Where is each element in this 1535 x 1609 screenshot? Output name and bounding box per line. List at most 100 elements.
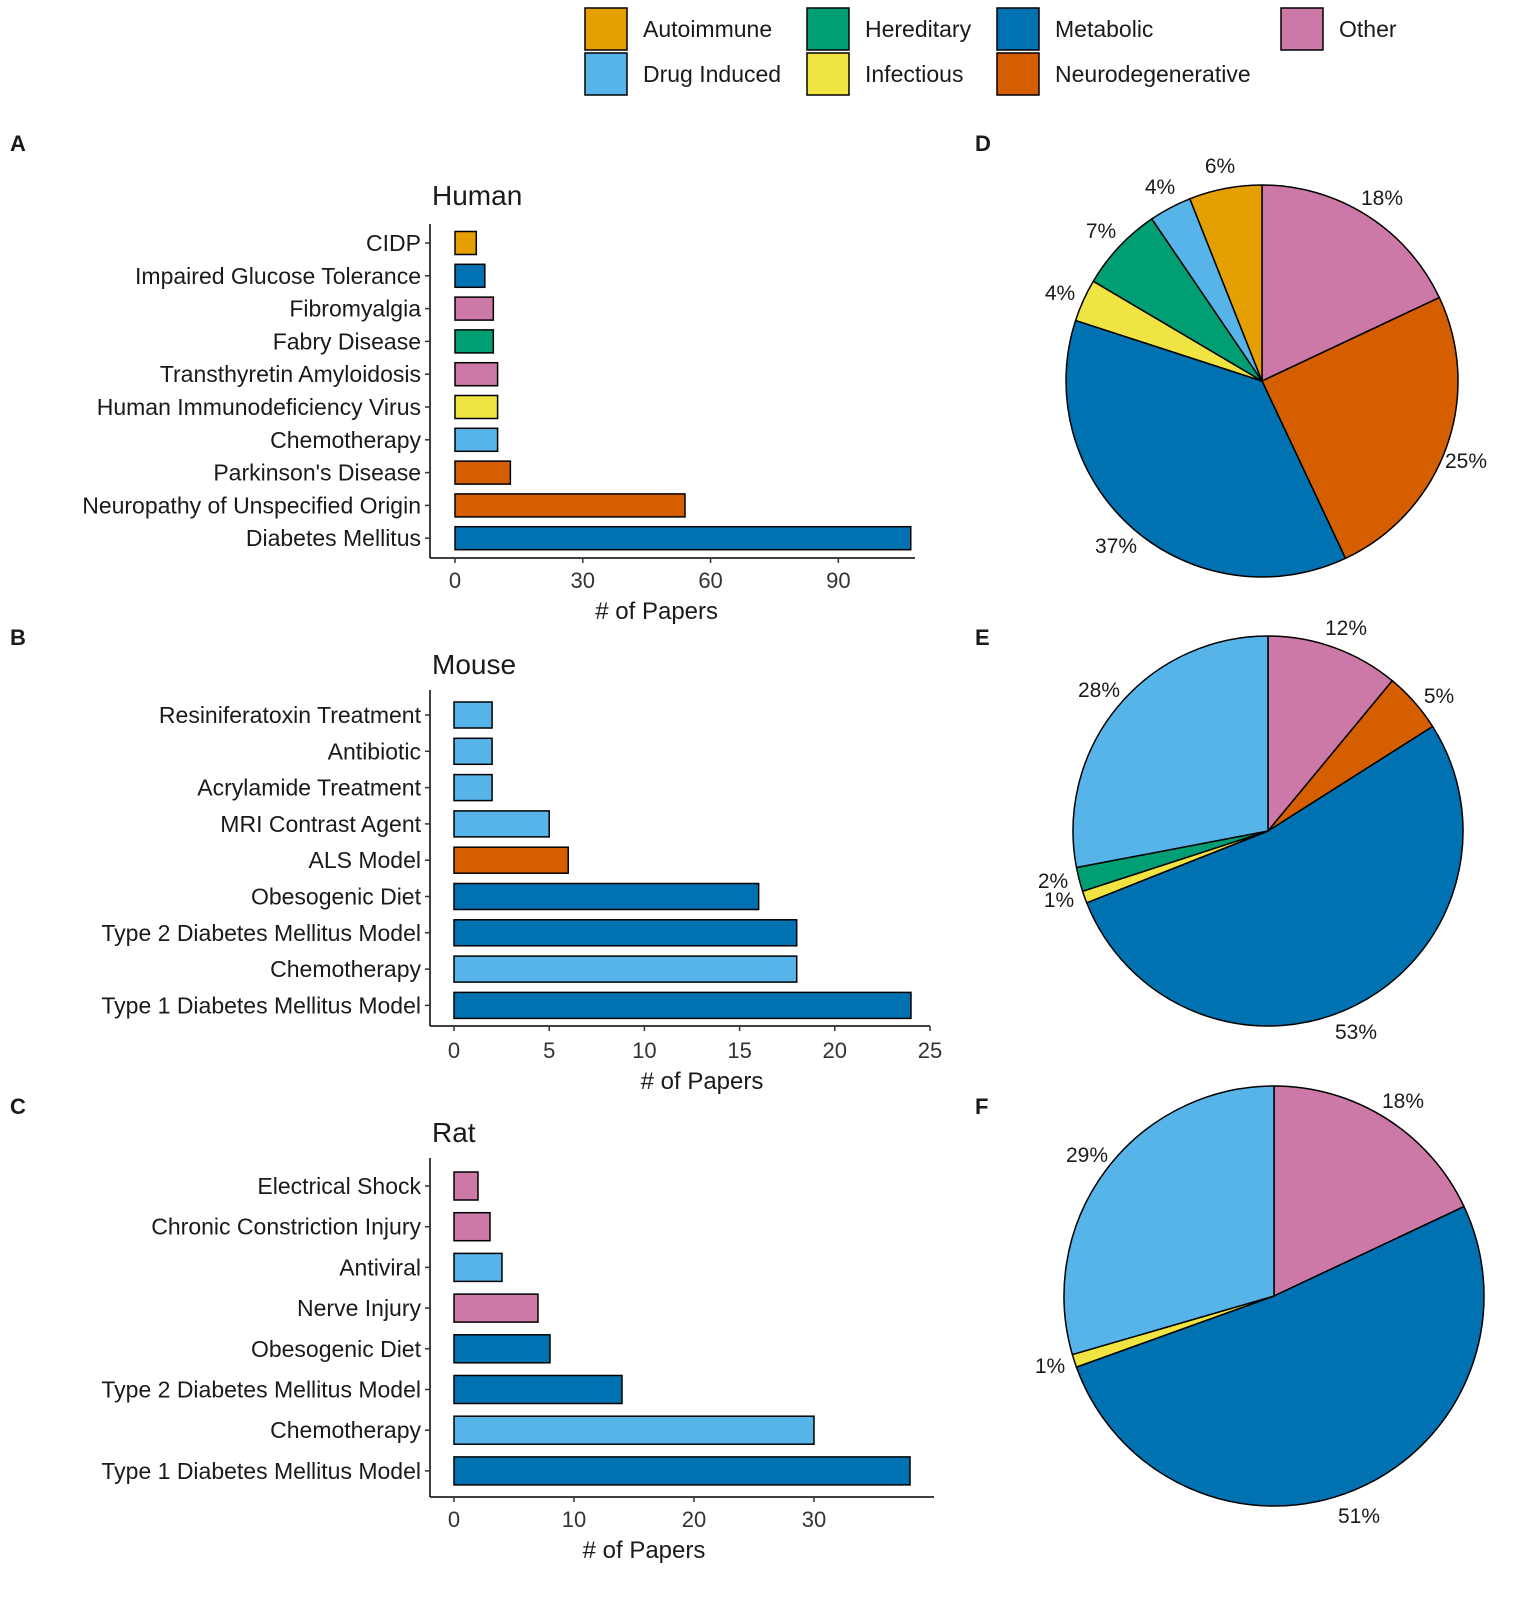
category-label: Chemotherapy bbox=[270, 427, 421, 453]
category-label: Chronic Constriction Injury bbox=[151, 1214, 421, 1240]
category-label: Nerve Injury bbox=[297, 1295, 421, 1321]
pie-slice-other bbox=[1267, 635, 1394, 832]
tick-label: 10 bbox=[632, 1038, 656, 1063]
pie-chart-e: E 12% 5% 53% 1%2% 28% bbox=[975, 617, 1464, 1044]
category-label: Parkinson's Disease bbox=[213, 460, 421, 486]
bar bbox=[453, 882, 760, 911]
bar-chart-a: A Human CIDP Impaired Glucose Tolerance Fibr… bbox=[10, 131, 915, 625]
bar bbox=[453, 1293, 539, 1323]
pie-slice-metabolic bbox=[1075, 1205, 1485, 1507]
category-label: Obesogenic Diet bbox=[251, 1336, 422, 1362]
bar bbox=[453, 810, 550, 838]
x-axis-title: # of Papers bbox=[583, 1537, 706, 1564]
pie-chart-d: D 18% 25% 37% 4% 7% 4% 6% bbox=[975, 131, 1487, 578]
bar bbox=[453, 1171, 479, 1201]
pie-percent-label: 29% bbox=[1066, 1144, 1108, 1167]
pie-percent-label: 12% bbox=[1325, 617, 1367, 640]
panel-letter: D bbox=[975, 131, 991, 156]
tick-label: 20 bbox=[682, 1507, 706, 1532]
panel-letter: C bbox=[10, 1094, 26, 1119]
pie-slice-drug-induced bbox=[1063, 1085, 1275, 1356]
pie-percent-label: 6% bbox=[1205, 155, 1235, 178]
pie-chart-f: F 18% 51% 1% 29% bbox=[975, 1085, 1485, 1528]
pie-percent-label: 7% bbox=[1086, 220, 1116, 243]
category-label: CIDP bbox=[366, 230, 421, 256]
bar bbox=[453, 1374, 623, 1405]
bar bbox=[453, 701, 493, 729]
tick-label: 90 bbox=[826, 568, 850, 593]
chart-title: Human bbox=[432, 180, 522, 211]
legend-label: Infectious bbox=[865, 61, 963, 87]
category-label: Electrical Shock bbox=[257, 1173, 421, 1199]
panel-letter: E bbox=[975, 625, 990, 650]
bar bbox=[453, 1252, 503, 1283]
panel-letter: F bbox=[975, 1094, 988, 1119]
category-label: Fabry Disease bbox=[273, 328, 421, 354]
bar bbox=[453, 919, 798, 947]
bar bbox=[453, 1211, 491, 1242]
legend-swatch-neurodegenerative bbox=[996, 52, 1040, 96]
tick-label: 30 bbox=[571, 568, 595, 593]
category-label: ALS Model bbox=[308, 847, 421, 873]
tick-label: 0 bbox=[448, 1038, 460, 1063]
category-label: Chemotherapy bbox=[270, 956, 421, 982]
tick-label: 25 bbox=[918, 1038, 942, 1063]
category-label: Antibiotic bbox=[328, 738, 421, 764]
bar bbox=[454, 230, 478, 256]
legend-swatch-autoimmune bbox=[584, 7, 628, 51]
pie-percent-label: 1% bbox=[1044, 889, 1074, 912]
legend-label: Autoimmune bbox=[643, 16, 772, 42]
pie-percent-label: 4% bbox=[1145, 176, 1175, 199]
legend-label: Metabolic bbox=[1055, 16, 1153, 42]
bar bbox=[454, 329, 495, 354]
category-label: Diabetes Mellitus bbox=[246, 525, 421, 551]
pie-percent-label: 37% bbox=[1095, 535, 1137, 558]
category-label: Type 1 Diabetes Mellitus Model bbox=[101, 992, 421, 1018]
bar bbox=[454, 296, 495, 321]
tick-label: 0 bbox=[448, 1507, 460, 1532]
bar bbox=[453, 773, 493, 802]
bar bbox=[454, 493, 686, 518]
legend-label: Neurodegenerative bbox=[1055, 61, 1251, 87]
pie-percent-label: 5% bbox=[1424, 685, 1454, 708]
x-axis-title: # of Papers bbox=[641, 1068, 764, 1095]
pie-percent-label: 18% bbox=[1382, 1090, 1424, 1113]
pie-percent-label: 51% bbox=[1338, 1505, 1380, 1528]
pie-percent-label: 25% bbox=[1445, 450, 1487, 473]
bar bbox=[453, 1456, 911, 1486]
pie-slice-autoimmune bbox=[1189, 184, 1263, 382]
chart-title: Rat bbox=[432, 1117, 476, 1148]
bar bbox=[454, 460, 512, 485]
pie-percent-label: 53% bbox=[1335, 1021, 1377, 1044]
bar bbox=[454, 394, 499, 420]
pie-slice-metabolic bbox=[1085, 725, 1464, 1027]
bar bbox=[453, 1334, 551, 1364]
legend-swatch-other bbox=[1280, 7, 1324, 51]
bar-chart-c: C Rat Electrical Shock Chronic Constriction… bbox=[10, 1094, 934, 1564]
pie-slice-other bbox=[1261, 184, 1441, 382]
tick-label: 20 bbox=[823, 1038, 847, 1063]
pie-percent-label: 18% bbox=[1361, 187, 1403, 210]
bar bbox=[454, 427, 499, 453]
tick-label: 5 bbox=[543, 1038, 555, 1063]
category-label: Impaired Glucose Tolerance bbox=[135, 263, 421, 289]
category-label: MRI Contrast Agent bbox=[220, 811, 421, 837]
legend-swatch-metabolic bbox=[996, 7, 1040, 51]
legend-swatch-hereditary bbox=[806, 7, 850, 51]
pie-slice-metabolic bbox=[1065, 319, 1347, 578]
panel-letter: B bbox=[10, 625, 26, 650]
category-label: Neuropathy of Unspecified Origin bbox=[82, 492, 421, 518]
pie-percent-label: 28% bbox=[1078, 679, 1120, 702]
category-label: Transthyretin Amyloidosis bbox=[160, 361, 421, 387]
bar bbox=[454, 525, 912, 551]
category-label: Type 1 Diabetes Mellitus Model bbox=[101, 1458, 421, 1484]
category-label: Human Immunodeficiency Virus bbox=[97, 394, 421, 420]
tick-label: 10 bbox=[562, 1507, 586, 1532]
legend-label: Other bbox=[1339, 16, 1397, 42]
category-label: Type 2 Diabetes Mellitus Model bbox=[101, 1377, 421, 1403]
legend: Autoimmune Drug Induced Hereditary Infectio… bbox=[584, 7, 1397, 96]
bar-chart-b: B Mouse Resiniferatoxin Treatment Antibioti… bbox=[10, 625, 942, 1095]
tick-label: 0 bbox=[449, 568, 461, 593]
bar bbox=[453, 955, 798, 983]
bar bbox=[454, 263, 486, 289]
